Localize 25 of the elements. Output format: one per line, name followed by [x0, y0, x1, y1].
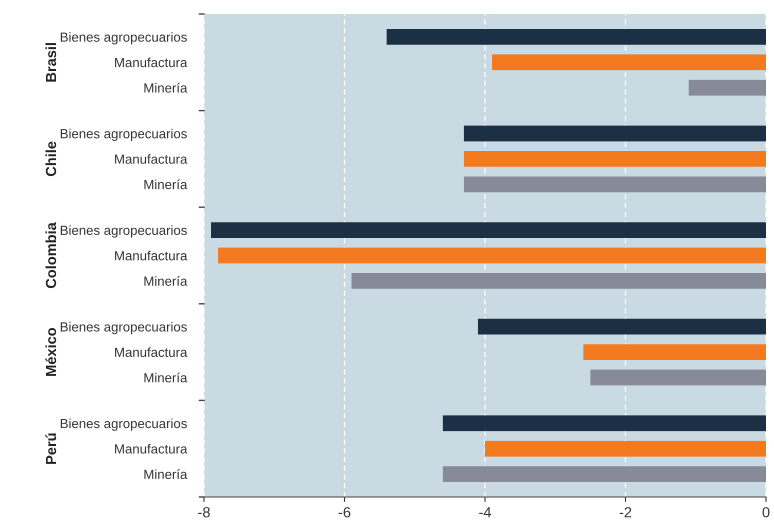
y-tick-label: Minería [144, 276, 188, 286]
x-tick-label: -2 [620, 507, 632, 518]
x-tick-label: -4 [479, 507, 492, 518]
y-tick-label: Manufactura [115, 154, 188, 164]
text: Chile [45, 142, 56, 176]
x-tick-label: -6 [338, 507, 350, 518]
y-tick-label: Manufactura [115, 347, 188, 358]
y-tick-label: Minería [144, 469, 188, 480]
y-tick-label: Bienes agropecuarios [60, 418, 187, 431]
text: Brasil [45, 43, 56, 82]
y-tick-label: Manufactura [115, 250, 188, 260]
y-tick-label: Bienes agropecuarios [60, 128, 187, 141]
text: Perú [45, 433, 56, 464]
y-tick-label: Manufactura [115, 444, 188, 454]
y-tick-label: Bienes agropecuarios [60, 32, 187, 44]
y-tick-label: Manufactura [115, 58, 188, 68]
y-tick-label: Minería [144, 179, 188, 190]
y-tick-label: Minería [144, 372, 188, 382]
y-tick-label: Minería [144, 82, 188, 93]
y-tick-label: Bienes agropecuarios [60, 322, 187, 334]
y-tick-label: Bienes agropecuarios [60, 225, 187, 238]
text: México [45, 328, 56, 376]
text: Colombia [45, 222, 56, 288]
x-tick-label: 0 [762, 507, 770, 518]
x-tick-label: -8 [198, 507, 210, 518]
